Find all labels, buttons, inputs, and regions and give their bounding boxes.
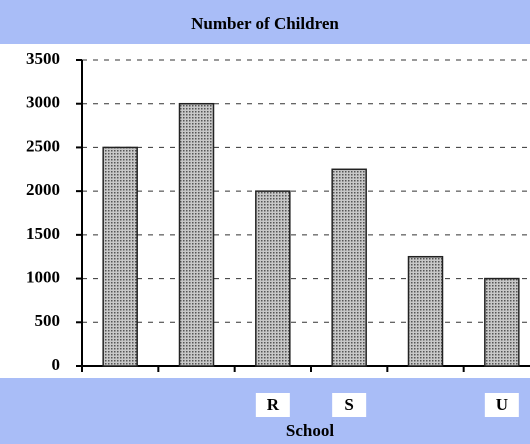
bar (484, 277, 520, 367)
x-tick-label: R (267, 395, 280, 414)
bar (331, 168, 367, 367)
x-label-box (255, 393, 290, 417)
y-tick-label: 1500 (26, 224, 60, 243)
y-tick-label: 2500 (26, 136, 60, 155)
x-axis-label: School (286, 421, 334, 440)
bar (255, 190, 291, 367)
x-tick-label: S (344, 395, 353, 414)
y-tick-label: 3000 (26, 93, 60, 112)
bar (178, 102, 215, 367)
y-tick-label: 2000 (26, 180, 60, 199)
chart-title: Number of Children (191, 14, 339, 33)
bar (407, 255, 444, 367)
x-label-box (484, 393, 519, 417)
bar (102, 146, 138, 367)
x-tick-label: U (496, 395, 508, 414)
y-tick-label: 1000 (26, 267, 60, 286)
x-label-box (332, 393, 367, 417)
y-tick-label: 3500 (26, 49, 60, 68)
y-tick-label: 0 (52, 355, 61, 374)
y-tick-label: 500 (35, 311, 61, 330)
